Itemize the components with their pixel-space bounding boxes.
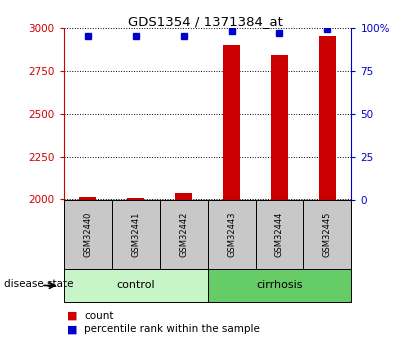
Text: ■: ■ — [67, 311, 77, 321]
Bar — [175, 193, 192, 200]
Text: GSM32443: GSM32443 — [227, 212, 236, 257]
Bar — [223, 45, 240, 200]
Text: GSM32445: GSM32445 — [323, 212, 332, 257]
Bar — [127, 198, 144, 200]
Bar — [271, 55, 288, 200]
Text: count: count — [84, 311, 114, 321]
Text: cirrhosis: cirrhosis — [256, 280, 303, 290]
Text: ■: ■ — [67, 325, 77, 334]
Bar — [319, 36, 336, 200]
Text: GSM32440: GSM32440 — [83, 212, 92, 257]
Text: GDS1354 / 1371384_at: GDS1354 / 1371384_at — [128, 16, 283, 29]
Text: percentile rank within the sample: percentile rank within the sample — [84, 325, 260, 334]
Text: GSM32442: GSM32442 — [179, 212, 188, 257]
Text: GSM32441: GSM32441 — [131, 212, 140, 257]
Text: GSM32444: GSM32444 — [275, 212, 284, 257]
Bar — [79, 197, 96, 200]
Text: disease state: disease state — [4, 279, 74, 289]
Text: control: control — [116, 280, 155, 290]
